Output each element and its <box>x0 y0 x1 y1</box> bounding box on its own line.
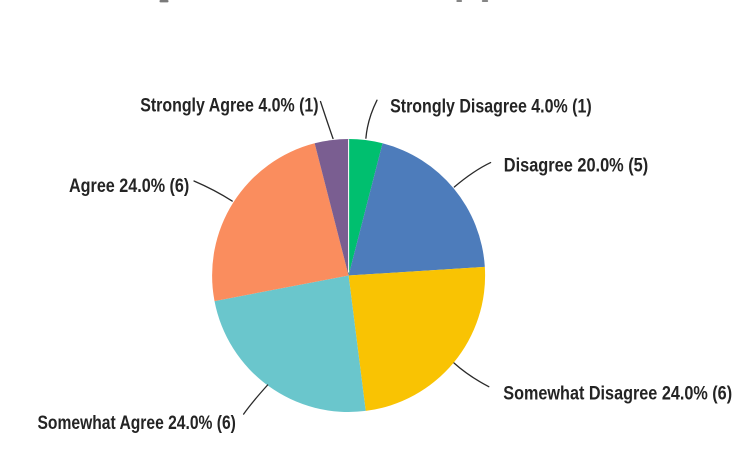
svg-text:Strongly Disagree 4.0% (1): Strongly Disagree 4.0% (1) <box>390 96 592 117</box>
svg-text:Somewhat Agree 24.0% (6): Somewhat Agree 24.0% (6) <box>38 413 236 434</box>
svg-text:Strongly Agree 4.0% (1): Strongly Agree 4.0% (1) <box>140 96 318 117</box>
svg-text:Disagree 20.0% (5): Disagree 20.0% (5) <box>504 155 648 176</box>
svg-text:Agree 24.0% (6): Agree 24.0% (6) <box>69 176 189 197</box>
svg-text:Somewhat Disagree 24.0% (6): Somewhat Disagree 24.0% (6) <box>503 383 732 404</box>
